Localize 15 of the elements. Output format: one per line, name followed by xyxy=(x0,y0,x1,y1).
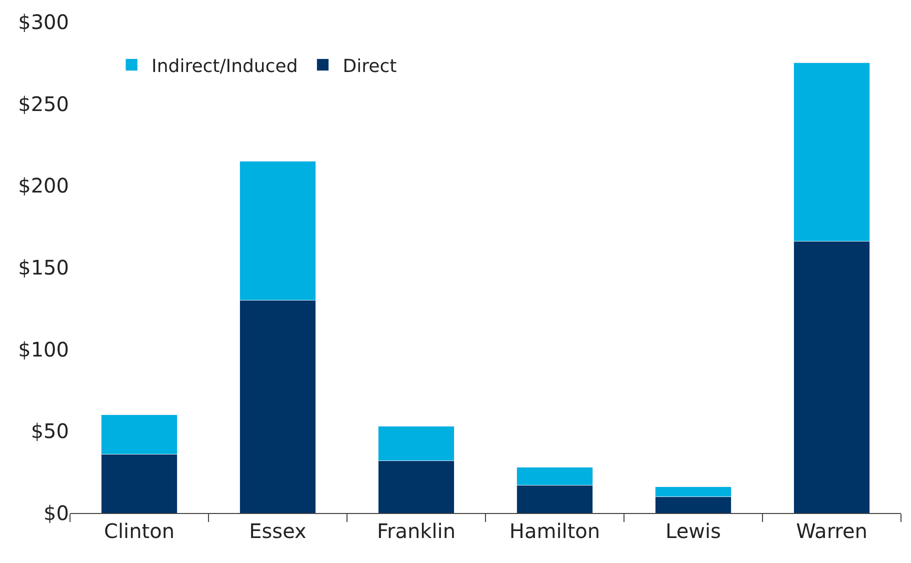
y-tick-label: $150 xyxy=(18,256,69,280)
y-tick-label: $250 xyxy=(18,92,69,116)
x-tick-label: Clinton xyxy=(104,519,175,543)
legend-label: Direct xyxy=(342,56,397,77)
y-tick-label: $0 xyxy=(44,501,69,525)
y-tick-label: $300 xyxy=(18,10,69,34)
legend-label: Indirect/Induced xyxy=(152,56,298,77)
x-tick-label: Franklin xyxy=(376,519,456,543)
x-tick-label: Lewis xyxy=(666,519,721,543)
x-tick-label: Essex xyxy=(249,519,307,543)
y-tick-label: $50 xyxy=(30,419,69,444)
y-tick-label: $100 xyxy=(18,337,69,362)
y-tick-label: $200 xyxy=(18,174,69,198)
x-tick-label: Warren xyxy=(796,519,868,543)
x-tick-label: Hamilton xyxy=(509,519,600,543)
